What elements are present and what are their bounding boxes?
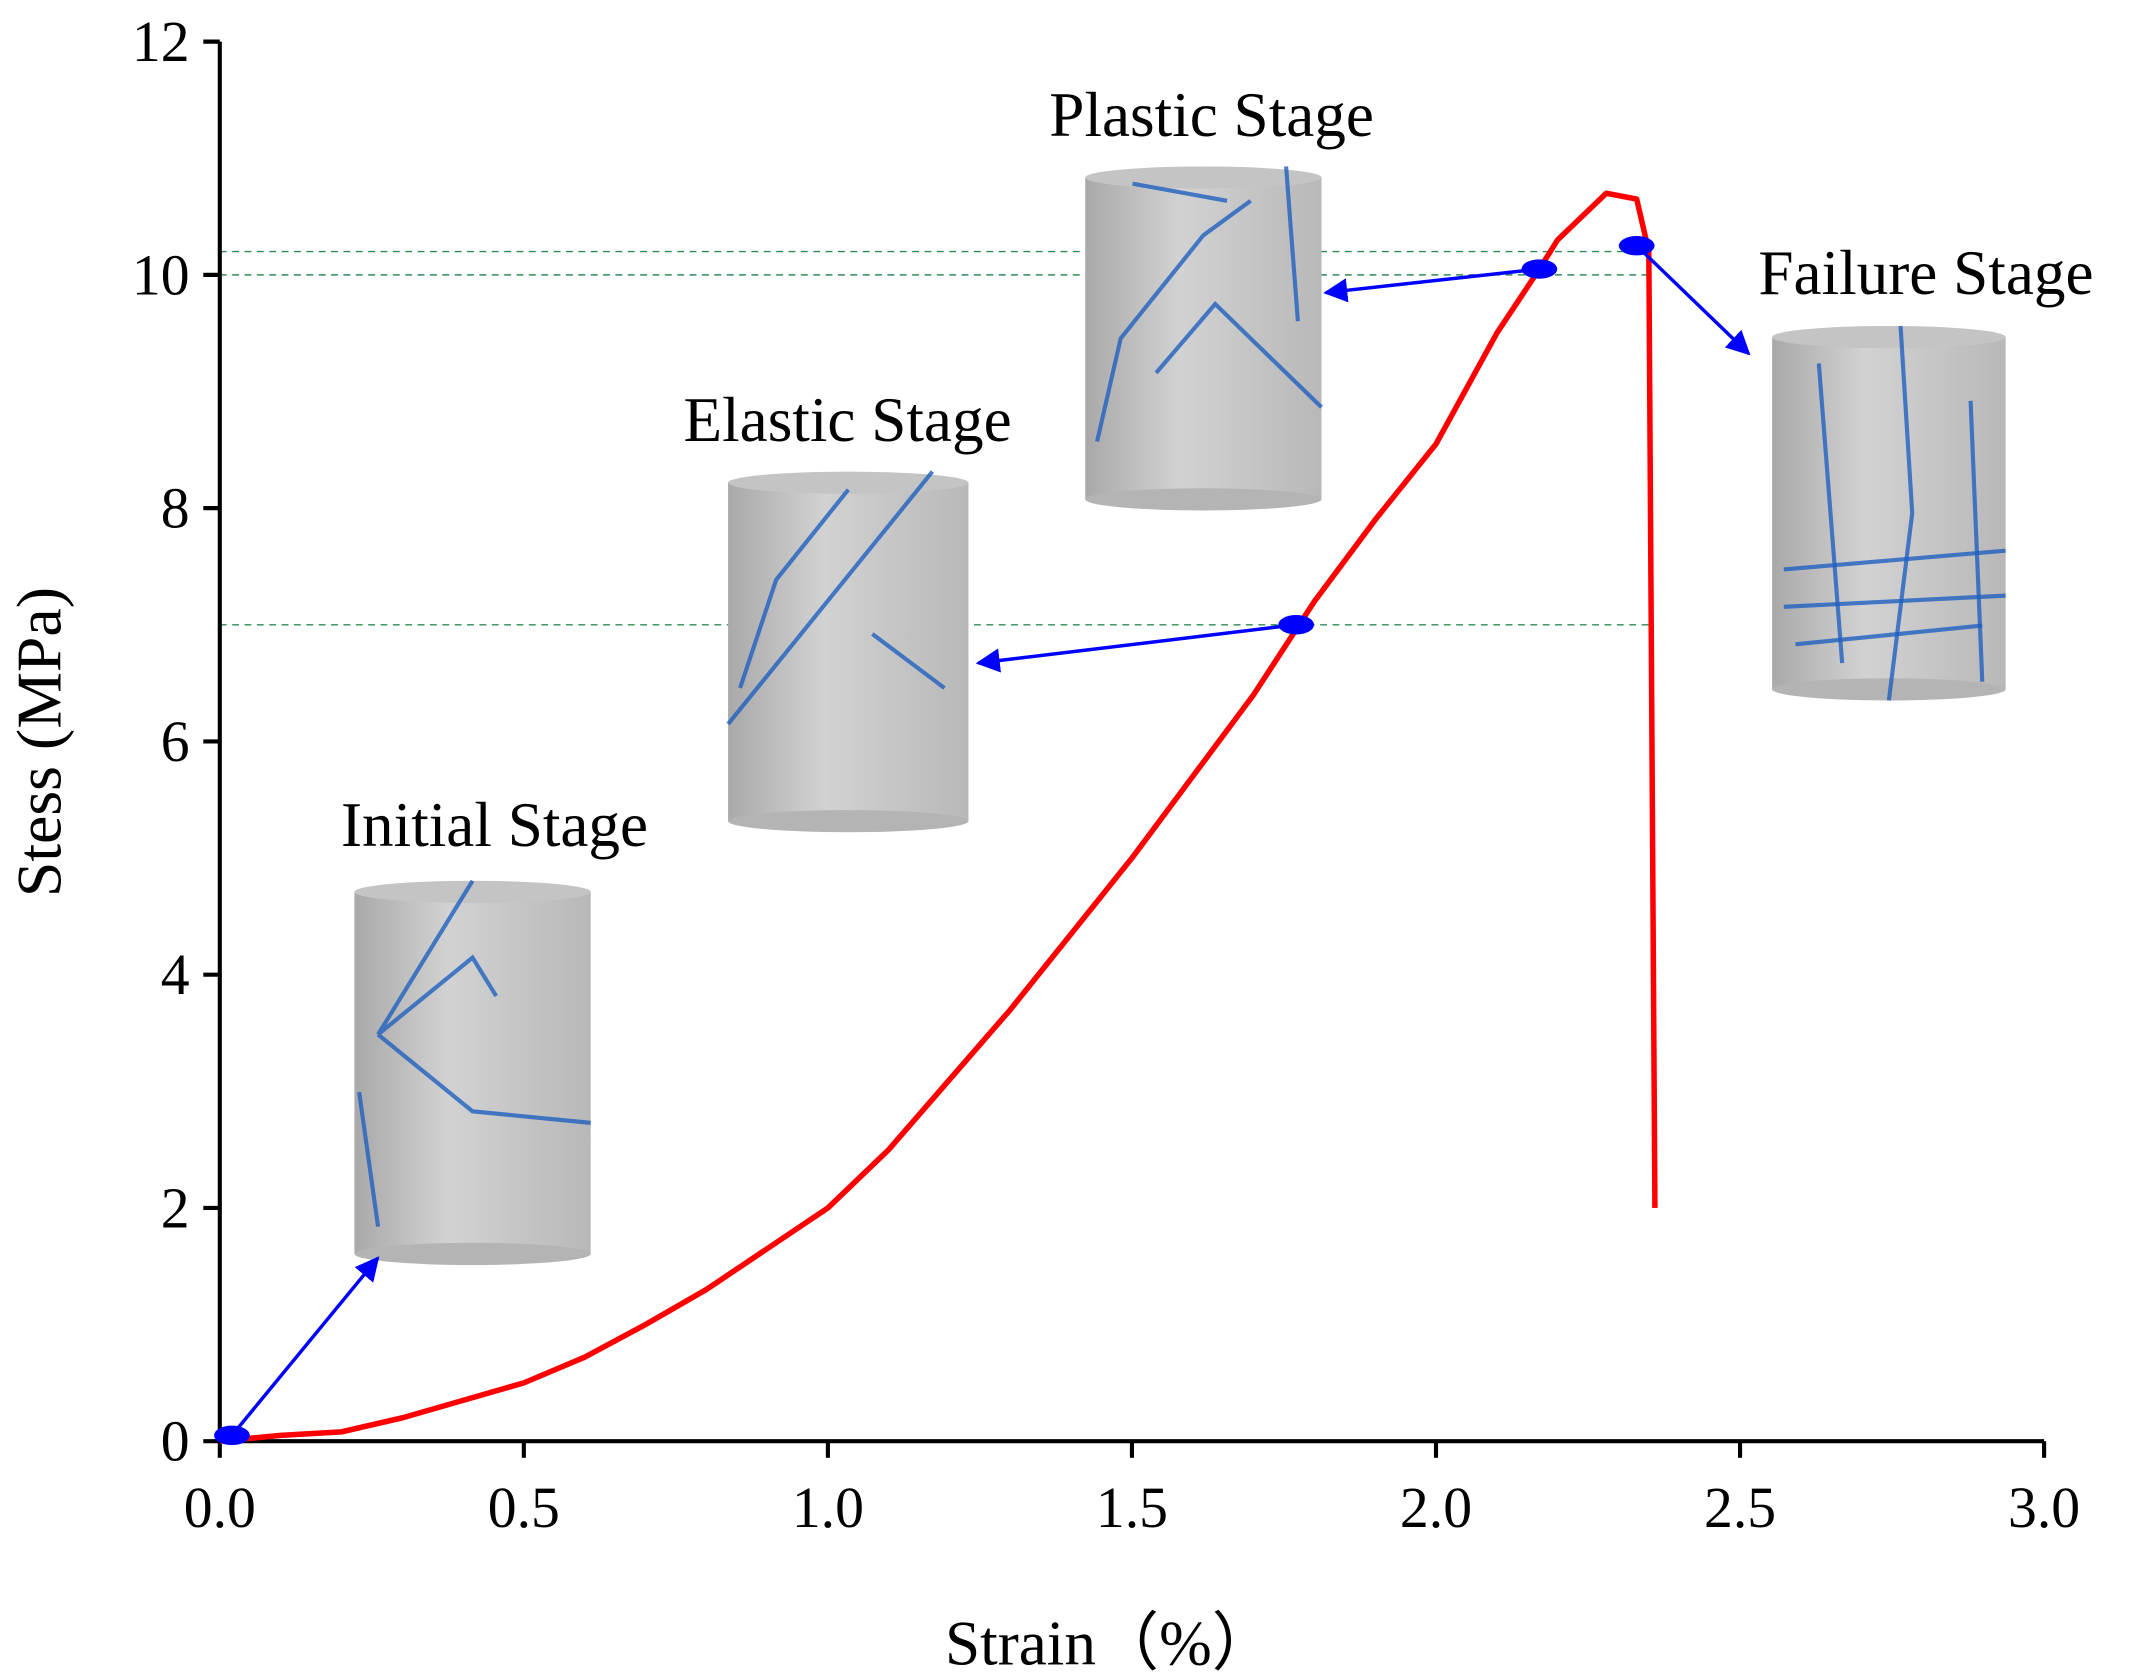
y-tick-label: 10	[132, 242, 190, 307]
crack	[1783, 548, 2006, 647]
specimen-body	[1772, 337, 2006, 690]
specimen-bottom	[354, 1242, 591, 1266]
specimen-bottom	[1085, 488, 1322, 511]
y-tick-label: 8	[161, 475, 190, 540]
y-tick-label: 0	[161, 1408, 190, 1473]
x-tick-label: 1.5	[1096, 1475, 1168, 1540]
crack	[871, 632, 946, 690]
y-axis-label: Stess (MPa)	[4, 587, 75, 897]
stage-arrow	[230, 1256, 380, 1437]
specimen-body	[354, 891, 591, 1254]
stage-arrow	[1323, 267, 1540, 303]
x-tick-label: 1.0	[792, 1475, 864, 1540]
stage-label: Elastic Stage	[684, 384, 1012, 455]
stage-arrow	[975, 623, 1297, 673]
stage-marker	[214, 1425, 250, 1446]
x-tick-label: 2.0	[1400, 1475, 1472, 1540]
x-tick-label: 3.0	[2008, 1475, 2080, 1540]
specimen-top	[1772, 325, 2006, 349]
stage-label: Initial Stage	[341, 789, 648, 860]
specimen-top	[1085, 166, 1322, 189]
specimen-top	[728, 471, 969, 494]
stage-marker	[1618, 236, 1655, 256]
specimen-image	[354, 879, 591, 1266]
x-tick-label: 2.5	[1704, 1475, 1776, 1540]
x-tick-label: 0.0	[184, 1475, 256, 1540]
specimen-bottom	[728, 810, 969, 833]
crack	[726, 470, 935, 726]
crack	[357, 1091, 381, 1227]
crack	[1095, 199, 1323, 443]
x-tick-label: 0.5	[488, 1475, 560, 1540]
specimen-top	[354, 880, 591, 903]
specimen-image	[726, 470, 969, 833]
stage-marker	[1521, 259, 1558, 279]
stage-label: Plastic Stage	[1049, 79, 1374, 150]
stage-marker	[1278, 615, 1314, 635]
specimen-body	[1085, 177, 1322, 500]
y-tick-label: 12	[132, 9, 190, 74]
crack	[1816, 325, 1985, 701]
x-axis-label: Strain（%）	[945, 1607, 1275, 1677]
stage-label: Failure Stage	[1758, 237, 2093, 308]
y-tick-label: 2	[161, 1175, 190, 1240]
crack	[1132, 166, 1300, 322]
stress-curve	[219, 190, 1658, 1444]
y-tick-label: 4	[161, 942, 190, 1007]
specimen-body	[728, 482, 969, 822]
crack	[376, 879, 591, 1125]
stage-arrow	[1635, 244, 1751, 356]
specimen-image	[1772, 325, 2006, 701]
specimen-image	[1085, 166, 1323, 511]
y-tick-label: 6	[161, 709, 190, 774]
